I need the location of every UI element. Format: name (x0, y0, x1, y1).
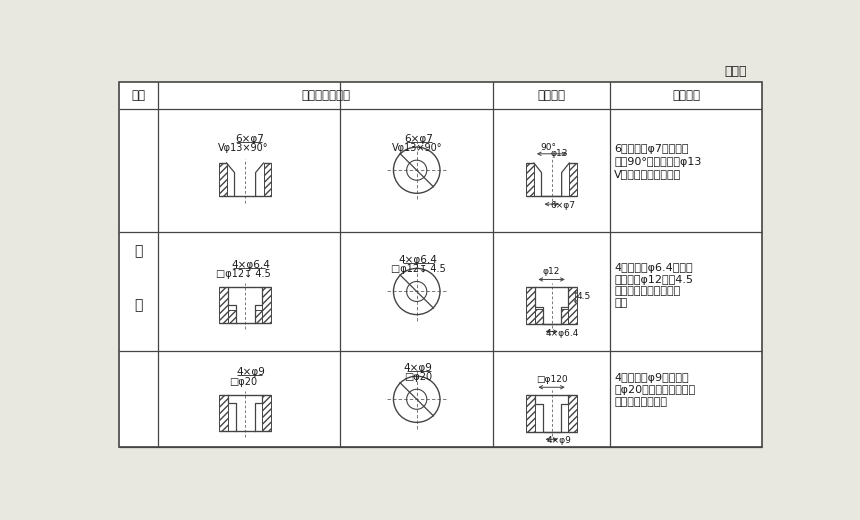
Bar (526, 287, 536, 324)
Text: 普通注法: 普通注法 (538, 88, 566, 101)
Text: 4×φ6.4: 4×φ6.4 (399, 255, 438, 265)
Text: 4孔，直径φ9，锪平直: 4孔，直径φ9，锪平直 (614, 373, 689, 383)
Bar (262, 287, 272, 323)
Polygon shape (227, 163, 263, 197)
Text: 顶角90°，大口直径φ13: 顶角90°，大口直径φ13 (614, 157, 702, 167)
Polygon shape (228, 287, 262, 323)
Text: 沉孔直径φ12，深4.5: 沉孔直径φ12，深4.5 (614, 275, 693, 285)
Bar (218, 395, 228, 431)
Text: 6×φ7: 6×φ7 (404, 134, 433, 144)
Text: 4.5: 4.5 (576, 292, 590, 302)
Text: 4×φ9: 4×φ9 (547, 436, 572, 445)
Text: φ13: φ13 (550, 149, 568, 158)
Bar (262, 395, 272, 431)
Polygon shape (228, 395, 262, 431)
Text: □φ20: □φ20 (404, 372, 433, 382)
Text: □φ12↧ 4.5: □φ12↧ 4.5 (391, 264, 445, 274)
Text: 径φ20，锪平深度一般不: 径φ20，锪平深度一般不 (614, 385, 696, 395)
Text: ⌴：表示沉孔或锪平的: ⌴：表示沉孔或锪平的 (614, 287, 680, 296)
Text: （续）: （续） (724, 65, 746, 78)
Text: 注，锪去毛面为止: 注，锪去毛面为止 (614, 397, 667, 407)
Text: φ12: φ12 (543, 267, 560, 276)
Bar (569, 163, 577, 197)
Bar (568, 395, 577, 432)
Bar (526, 395, 536, 432)
Text: 孔: 孔 (134, 298, 143, 312)
Text: 符号: 符号 (614, 298, 628, 308)
Bar (218, 163, 227, 197)
Text: 旁　　注　　法: 旁 注 法 (301, 88, 350, 101)
Text: 4×φ9: 4×φ9 (404, 363, 433, 373)
Polygon shape (536, 287, 568, 324)
Text: 说　　明: 说 明 (672, 88, 700, 101)
Text: 6孔，直径φ7，沉孔锥: 6孔，直径φ7，沉孔锥 (614, 145, 689, 154)
Text: □φ12↧ 4.5: □φ12↧ 4.5 (216, 269, 271, 279)
Bar (568, 287, 577, 324)
Text: V：表示埋头孔的符号: V：表示埋头孔的符号 (614, 169, 682, 179)
Text: □φ20: □φ20 (230, 376, 258, 386)
Text: 沉: 沉 (134, 244, 143, 258)
Text: 6×φ7: 6×φ7 (236, 134, 264, 144)
Text: 4×φ6.4: 4×φ6.4 (546, 329, 579, 337)
Text: Vφ13×90°: Vφ13×90° (218, 143, 269, 153)
Text: Vφ13×90°: Vφ13×90° (391, 143, 442, 153)
Bar (218, 287, 228, 323)
Text: 90°: 90° (540, 143, 556, 152)
Text: 类型: 类型 (132, 88, 145, 101)
Bar (526, 163, 534, 197)
Text: 6×φ7: 6×φ7 (550, 201, 575, 210)
Bar (536, 309, 543, 324)
Bar (255, 310, 262, 323)
Bar (228, 310, 236, 323)
Text: □φ120: □φ120 (536, 375, 568, 384)
Bar (263, 163, 272, 197)
Bar (561, 309, 568, 324)
Text: 4×φ6.4: 4×φ6.4 (232, 259, 271, 269)
Polygon shape (536, 395, 568, 432)
Text: 4×φ9: 4×φ9 (237, 367, 266, 378)
Polygon shape (534, 163, 569, 197)
Text: 4孔，直径φ6.4，柱形: 4孔，直径φ6.4，柱形 (614, 263, 693, 274)
